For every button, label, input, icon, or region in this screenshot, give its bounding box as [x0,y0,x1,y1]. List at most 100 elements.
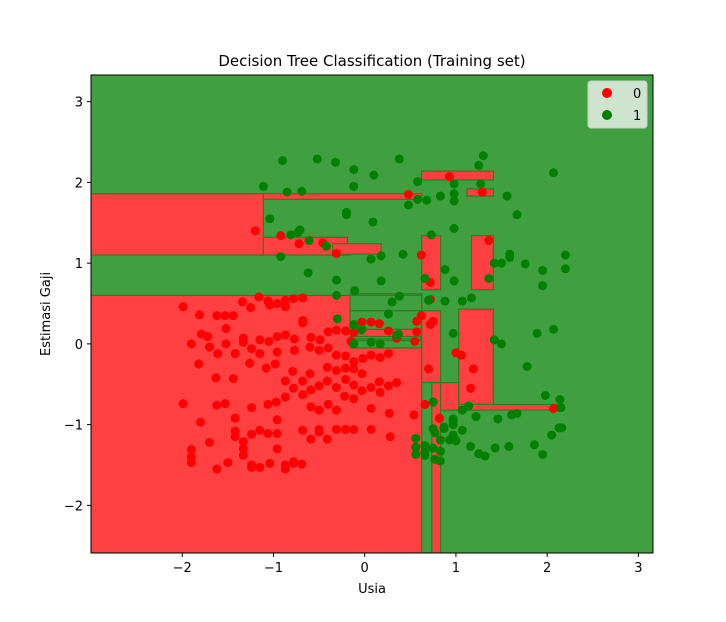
data-point-class-0 [484,236,494,246]
x-tick-label: 0 [361,561,369,576]
data-point-class-0 [428,316,438,326]
data-point-class-1 [428,424,438,434]
data-point-class-1 [502,191,512,201]
data-point-class-0 [306,402,316,412]
class-0-region [262,193,423,200]
data-point-class-1 [466,441,476,451]
data-point-class-0 [323,343,333,353]
class-0-region [91,193,265,256]
data-point-class-1 [413,194,423,204]
data-point-class-0 [213,349,223,359]
data-point-class-0 [385,432,395,442]
data-point-class-0 [314,424,324,434]
data-point-class-1 [497,258,507,268]
data-point-class-0 [238,337,248,347]
data-point-class-1 [411,449,421,459]
data-point-class-1 [538,265,548,275]
data-point-class-1 [440,296,450,306]
data-point-class-0 [366,403,376,413]
data-point-class-0 [549,403,559,413]
data-point-class-0 [375,387,385,397]
data-point-class-1 [484,273,494,283]
data-point-class-0 [280,302,290,312]
data-point-class-0 [270,359,280,369]
data-point-class-1 [449,223,459,233]
data-point-class-1 [522,361,532,371]
data-point-class-0 [230,432,240,442]
class-1-region [349,336,422,340]
data-point-class-0 [255,349,265,359]
data-point-class-0 [230,349,240,359]
x-tick-label: −1 [264,561,283,576]
data-point-class-0 [220,311,230,321]
data-point-class-1 [451,436,461,446]
data-point-class-0 [238,437,248,447]
data-point-class-0 [245,358,255,368]
data-point-class-0 [223,458,233,468]
data-point-class-0 [212,400,222,410]
data-point-class-0 [298,390,308,400]
data-point-class-0 [349,328,359,338]
data-point-class-1 [555,395,565,405]
data-point-class-0 [247,429,257,439]
data-point-class-1 [393,329,403,339]
data-point-class-0 [247,462,257,472]
data-point-class-0 [221,324,231,334]
class-1-regions [349,293,433,553]
data-point-class-0 [416,250,426,260]
data-point-class-0 [212,464,222,474]
y-tick-label: −2 [64,499,83,514]
data-point-class-0 [196,329,206,339]
plot-frame [90,74,654,554]
data-point-class-1 [297,186,307,196]
data-point-class-1 [466,293,476,303]
x-tick-label: 3 [634,561,642,576]
data-point-class-0 [221,339,231,349]
data-point-class-1 [368,217,378,227]
data-point-class-0 [331,350,341,360]
data-point-class-0 [314,345,324,355]
data-point-class-0 [341,351,351,361]
data-point-class-1 [394,291,404,301]
data-point-class-1 [478,151,488,161]
data-point-class-0 [323,327,333,337]
data-point-class-0 [331,405,341,415]
data-point-class-1 [366,254,376,264]
data-point-class-1 [428,397,438,407]
y-tick-label: 3 [75,96,83,111]
data-point-class-0 [178,302,188,312]
data-point-class-1 [349,164,359,174]
data-point-class-1 [505,249,515,259]
data-point-class-0 [212,311,222,321]
data-point-class-1 [357,324,367,334]
data-point-class-1 [369,170,379,180]
data-point-class-1 [504,441,514,451]
chart-title: Decision Tree Classification (Training s… [218,52,525,70]
data-point-class-0 [230,413,240,423]
data-point-class-0 [383,326,393,336]
class-0-regions [91,170,559,553]
data-point-class-0 [341,326,351,336]
data-point-class-0 [255,425,265,435]
data-point-class-1 [332,314,342,324]
data-point-class-0 [349,394,359,404]
data-point-class-1 [321,241,331,251]
data-point-class-0 [280,392,290,402]
data-point-class-1 [435,191,445,201]
data-point-class-1 [474,160,484,170]
data-point-class-0 [211,373,221,383]
data-point-class-1 [557,423,567,433]
data-point-class-0 [237,297,247,307]
data-point-class-0 [468,364,478,374]
data-point-class-0 [294,239,304,249]
data-point-class-0 [349,424,359,434]
data-point-class-1 [276,252,286,262]
data-point-class-0 [375,353,385,363]
data-point-class-0 [349,364,359,374]
data-point-class-1 [349,339,359,349]
data-point-class-1 [560,264,570,274]
data-point-class-0 [357,317,367,327]
data-point-class-1 [489,335,499,345]
data-point-class-1 [366,337,376,347]
data-point-class-1 [490,443,500,453]
